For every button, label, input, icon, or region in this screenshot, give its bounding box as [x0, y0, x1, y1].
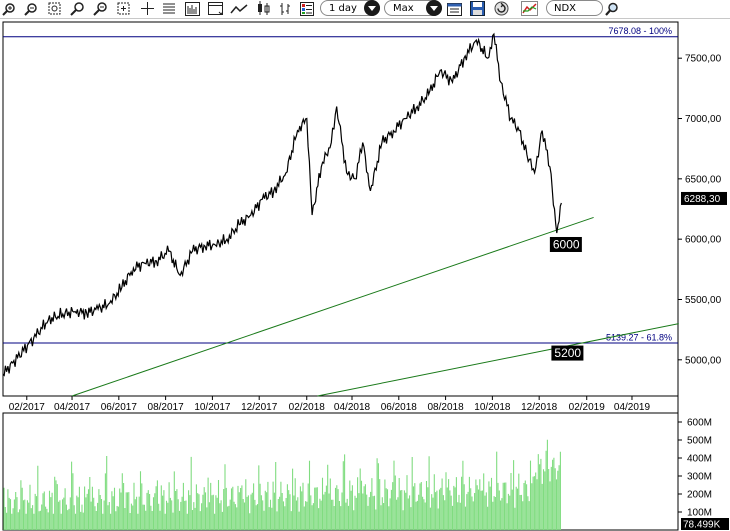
chevron-down-icon[interactable]: [364, 0, 380, 16]
x-tick-label: 04/2018: [334, 402, 371, 413]
legend-icon[interactable]: [298, 0, 316, 17]
level-value-label: 5200: [554, 346, 581, 360]
interval-select[interactable]: 1 day: [320, 0, 380, 16]
y-tick-label: 6500,00: [685, 174, 722, 185]
price-chart[interactable]: 5000,00 5500,00 6000,00 6500,00 7000,00 7500,…: [0, 18, 730, 531]
chevron-down-icon[interactable]: [426, 0, 442, 16]
range-value: Max: [393, 3, 414, 14]
volume-tick-label: 500M: [687, 436, 712, 447]
volume-bars-icon[interactable]: [183, 0, 201, 17]
x-tick-label: 08/2017: [148, 402, 185, 413]
list-icon[interactable]: [160, 0, 178, 17]
last-price-label: 6288,30: [684, 194, 721, 205]
line-chart-icon[interactable]: [229, 0, 249, 17]
x-tick-label: 10/2017: [194, 402, 231, 413]
level-value-label-bg: [551, 345, 584, 361]
trendline: [317, 323, 679, 397]
x-tick-label: 02/2019: [569, 402, 606, 413]
x-tick-label: 02/2017: [9, 402, 46, 413]
volume-tick-label: 400M: [687, 454, 712, 465]
interval-value: 1 day: [329, 3, 357, 14]
level-line-label: 5139.27 - 61.8%: [606, 333, 672, 343]
x-axis: 02/2017 04/2017 06/2017 08/2017 10/2017 12/20…: [9, 396, 651, 413]
price-pane: 5000,00 5500,00 6000,00 6500,00 7000,00 7500,…: [2, 21, 727, 530]
symbol-input[interactable]: NDX: [546, 0, 603, 16]
zoom-fit-icon[interactable]: [45, 0, 63, 17]
y-tick-label: 7500,00: [685, 54, 722, 65]
x-tick-label: 12/2017: [241, 402, 278, 413]
crosshair-icon[interactable]: [139, 0, 155, 17]
volume-last-label: 78.499K: [683, 520, 721, 531]
volume-pane: 100M 200M 300M 400M 500M 600M 78.499K: [2, 412, 729, 531]
y-tick-label: 5000,00: [685, 355, 722, 366]
zoom-in-icon[interactable]: [0, 0, 18, 17]
y-tick-label: 7000,00: [685, 114, 722, 125]
instrument-icon[interactable]: [519, 0, 539, 17]
calendar-icon[interactable]: [445, 0, 463, 17]
volume-tick-label: 300M: [687, 472, 712, 483]
x-tick-label: 06/2017: [101, 402, 138, 413]
window-icon[interactable]: [206, 0, 224, 17]
level-value-label-bg: [549, 236, 582, 252]
fit-screen-icon[interactable]: [114, 0, 132, 17]
zoom-reset-icon[interactable]: [91, 0, 109, 17]
trendline: [71, 216, 594, 397]
last-price-label-bg: [681, 191, 727, 205]
volume-bars: [3, 439, 561, 530]
level-value-label: 6000: [553, 237, 580, 251]
refresh-icon[interactable]: [492, 0, 510, 17]
toolbar: 1 day Max NDX: [0, 0, 730, 19]
save-icon[interactable]: [468, 0, 486, 17]
candlestick-icon[interactable]: [254, 0, 272, 17]
range-select[interactable]: Max: [384, 0, 442, 16]
x-tick-label: 04/2019: [614, 402, 651, 413]
y-tick-label: 5500,00: [685, 295, 722, 306]
price-line: [2, 32, 562, 377]
x-tick-label: 12/2018: [521, 402, 558, 413]
volume-tick-label: 100M: [687, 508, 712, 519]
bar-chart-icon[interactable]: [277, 0, 293, 17]
price-pane-frame: [2, 21, 679, 397]
level-line-label: 7678.08 - 100%: [608, 26, 672, 36]
zoom-select-icon[interactable]: [68, 0, 86, 17]
symbol-value: NDX: [554, 3, 577, 14]
x-tick-label: 06/2018: [381, 402, 418, 413]
y-tick-label: 6000,00: [685, 235, 722, 246]
volume-tick-label: 200M: [687, 490, 712, 501]
magnifier-icon[interactable]: [604, 0, 620, 17]
volume-last-label-bg: [681, 518, 729, 530]
x-tick-label: 08/2018: [428, 402, 465, 413]
x-tick-label: 10/2018: [474, 402, 511, 413]
x-tick-label: 02/2018: [289, 402, 326, 413]
zoom-out-icon[interactable]: [22, 0, 40, 17]
volume-tick-label: 600M: [687, 418, 712, 429]
x-tick-label: 04/2017: [54, 402, 91, 413]
